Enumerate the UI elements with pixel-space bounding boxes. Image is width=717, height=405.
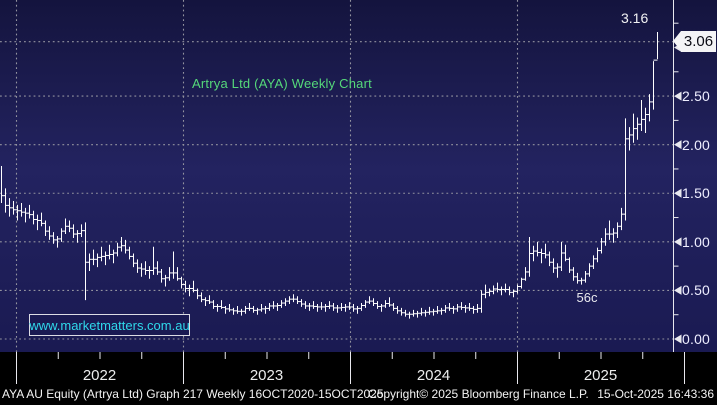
x-axis-year-label-2022: 2022 (82, 367, 117, 384)
copyright-notice: Copyright© 2025 Bloomberg Finance L.P. (368, 387, 589, 401)
x-axis-year-label-2024: 2024 (416, 367, 451, 384)
watermark-url-text: www.marketmatters.com.au (29, 317, 190, 333)
y-axis-tick-label: 1.00 (682, 233, 711, 250)
low-price-annotation: 56c (576, 290, 598, 305)
security-description: AYA AU Equity (Artrya Ltd) Graph 217 Wee… (2, 387, 384, 401)
x-axis-year-label-2023: 2023 (249, 367, 284, 384)
chart-title: Artrya Ltd (AYA) Weekly Chart (192, 76, 372, 91)
last-price-flag: 3.06 (673, 31, 716, 53)
watermark-box: www.marketmatters.com.au (29, 314, 190, 336)
gridlines (0, 0, 674, 352)
status-bar: AYA AU Equity (Artrya Ltd) Graph 217 Wee… (0, 385, 717, 405)
y-axis-tick-label: 2.00 (682, 136, 711, 153)
y-axis-tick-label: 2.50 (682, 88, 711, 105)
y-axis-tick-label: 0.50 (682, 282, 711, 299)
timestamp: 15-Oct-2025 16:43:36 (597, 387, 714, 401)
x-axis-ticks (16, 352, 685, 384)
y-axis-tick-label: 1.50 (682, 185, 711, 202)
price-bars (1, 31, 658, 319)
high-price-annotation: 3.16 (621, 10, 649, 26)
y-axis-tick-label: 0.00 (682, 331, 711, 347)
x-axis-year-label-2025: 2025 (583, 367, 618, 384)
